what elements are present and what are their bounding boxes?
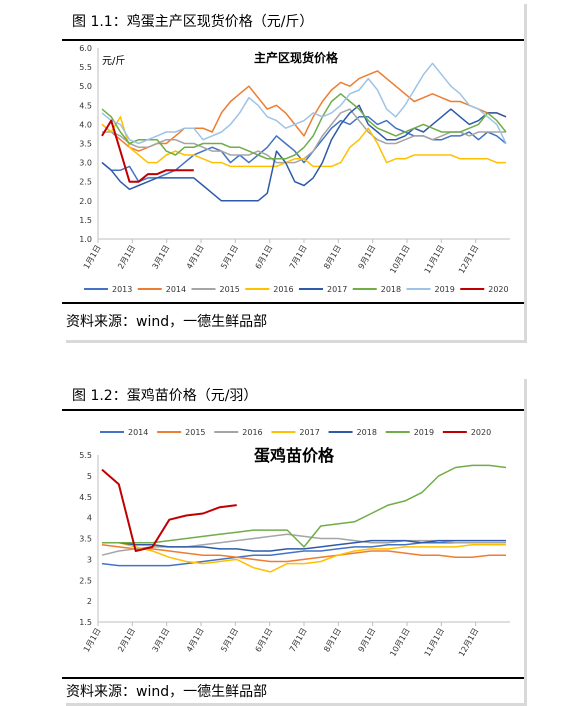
source-rule [62,302,524,304]
x-tick-label: 7月1日 [288,244,309,271]
series-line-2018 [102,539,506,552]
x-tick-label: 4月1日 [185,244,206,271]
legend-label-2019: 2019 [435,285,455,294]
y-tick-label: 2.0 [79,197,92,206]
source-note: 资料来源：wind，一德生鲜品部 [66,684,268,700]
series-line-2016 [101,533,506,556]
y-tick-label: 1.0 [79,235,92,244]
x-tick-label: 1月1日 [82,627,103,654]
chart-panel-chick-price: 图 1.2：蛋鸡苗价格（元/羽） 1.5 2 2.5 3 3.5 4 4.5 5 5.5 1月1日… [62,375,527,706]
legend-label-2014: 2014 [128,428,148,437]
series-line-2013 [101,116,507,183]
x-tick-label: 3月1日 [151,627,172,654]
y-tick-label: 1.5 [79,618,92,627]
series-line-2018 [101,93,507,160]
y-tick-label: 1.5 [79,216,92,225]
panel-caption: 图 1.1：鸡蛋主产区现货价格（元/斤） [72,14,314,30]
x-tick-label: 2月1日 [116,627,137,654]
caption-rule [62,39,524,41]
x-tick-label: 10月1日 [388,244,411,276]
x-tick-label: 2月1日 [116,244,137,271]
source-rule [62,677,524,679]
legend-label-2013: 2013 [112,285,132,294]
y-tick-label: 2 [87,597,92,606]
panel-shadow [66,340,527,343]
legend-label-2020: 2020 [488,285,508,294]
series-line-2020 [101,468,237,552]
y-tick-label: 3.5 [79,535,92,544]
line-chart-egg-price: 1.0 1.5 2.0 2.5 3.0 3.5 4.0 4.5 5.0 5.5 6.0 1月1日 2月1… [79,44,510,294]
y-tick-label: 5.5 [79,63,92,72]
x-tick-label: 6月1日 [254,627,275,654]
legend-label-2016: 2016 [273,285,293,294]
series-line-2019 [101,62,507,145]
source-note: 资料来源：wind，一德生鲜品部 [66,314,268,330]
legend-label-2018: 2018 [357,428,377,437]
x-tick-label: 11月1日 [423,627,446,659]
series-line-2019 [102,464,507,548]
y-tick-label: 2.5 [79,576,92,585]
legend-label-2020: 2020 [471,428,491,437]
y-tick-label: 4 [87,514,92,523]
series-line-2017 [102,541,506,573]
y-tick-label: 4.5 [79,493,92,502]
x-tick-label: 11月1日 [423,244,446,276]
legend-label-2018: 2018 [381,285,401,294]
panel-shadow [524,379,527,706]
y-tick-label: 3.5 [79,140,92,149]
x-tick-label: 9月1日 [357,627,378,654]
x-tick-label: 5月1日 [219,627,240,654]
legend-label-2015: 2015 [185,428,205,437]
legend-label-2019: 2019 [414,428,434,437]
x-tick-label: 6月1日 [254,244,275,271]
line-chart-chick-price: 1.5 2 2.5 3 3.5 4 4.5 5 5.5 1月1日 2月1日 3月1日 4月1日 5月1日 6… [79,428,510,659]
chart-title: 蛋鸡苗价格 [254,446,335,465]
y-tick-label: 5 [87,472,92,481]
x-tick-label: 8月1日 [322,244,343,271]
y-tick-label: 3.0 [79,159,92,168]
legend-label-2014: 2014 [166,285,186,294]
y-tick-label: 6.0 [79,44,92,53]
chart-panel-egg-price: 图 1.1：鸡蛋主产区现货价格（元/斤） 1.0 1.5 2.0 2.5 3.0 3.5 4… [62,0,527,343]
caption-rule [62,409,524,411]
legend-label-2017: 2017 [327,285,347,294]
x-tick-label: 3月1日 [151,244,172,271]
panel-caption: 图 1.2：蛋鸡苗价格（元/羽） [72,388,258,404]
x-tick-label: 4月1日 [185,627,206,654]
series-line-2015 [101,544,506,563]
panel-shadow [524,4,527,343]
x-tick-label: 7月1日 [288,627,309,654]
series-line-2014 [101,70,507,152]
legend-label-2016: 2016 [242,428,262,437]
series-line-2014 [101,541,506,567]
x-tick-label: 12月1日 [457,244,480,276]
y-axis-unit-label: 元/斤 [102,55,125,67]
series-line-2016 [101,116,506,168]
chart-title: 主产区现货价格 [254,50,339,65]
x-tick-label: 8月1日 [322,627,343,654]
y-tick-label: 4.5 [79,101,92,110]
y-tick-label: 3 [87,555,92,564]
series-line-2020 [101,119,194,183]
y-tick-label: 4.0 [79,120,92,129]
x-tick-label: 5月1日 [219,244,240,271]
y-tick-label: 5.5 [79,451,92,460]
series-line-2017 [101,104,507,202]
y-tick-label: 2.5 [79,178,92,187]
x-tick-label: 12月1日 [457,627,480,659]
legend-label-2015: 2015 [220,285,240,294]
y-tick-label: 5.0 [79,82,92,91]
x-tick-label: 9月1日 [357,244,378,271]
x-tick-label: 1月1日 [82,244,103,271]
x-tick-label: 10月1日 [388,627,411,659]
legend-label-2017: 2017 [299,428,319,437]
